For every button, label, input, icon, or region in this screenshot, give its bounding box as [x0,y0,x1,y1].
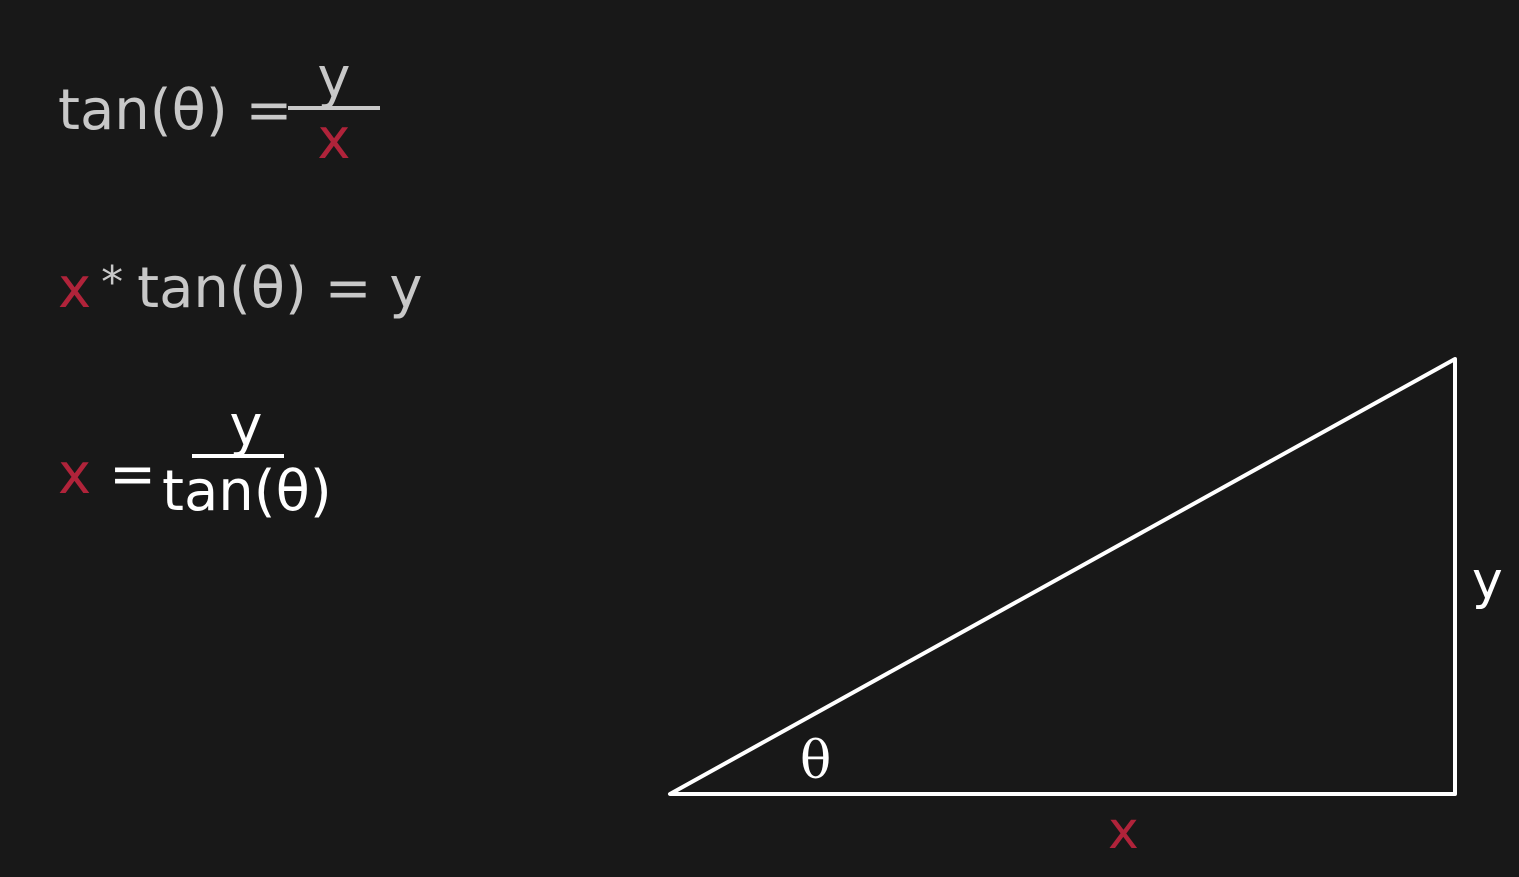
fraction-numerator: y [317,46,351,111]
triangle-shape [668,357,1457,796]
formula-x-variable: x [58,442,92,507]
fraction-bar [288,106,380,110]
fraction-y-over-tan: y tan(θ) [162,394,332,524]
multiply-operator: * [101,257,124,308]
base-x-label: x [1108,801,1139,861]
formula-tan-lhs: tan(θ) = [58,78,293,143]
fraction-denominator: tan(θ) [162,459,332,524]
formula-rest: tan(θ) = y [137,256,423,321]
formula-rearranged: x * tan(θ) = y [58,248,423,324]
fraction-y-over-x: y x [288,46,380,172]
equals-sign: = [109,442,157,507]
formula-x-variable: x [58,256,92,321]
fraction-numerator: y [229,394,263,459]
fraction-bar [192,454,284,458]
angle-theta-label: θ [800,731,831,791]
formula-x-equals: x = [58,440,156,510]
fraction-denominator: x [317,107,351,172]
height-y-label: y [1472,551,1503,611]
